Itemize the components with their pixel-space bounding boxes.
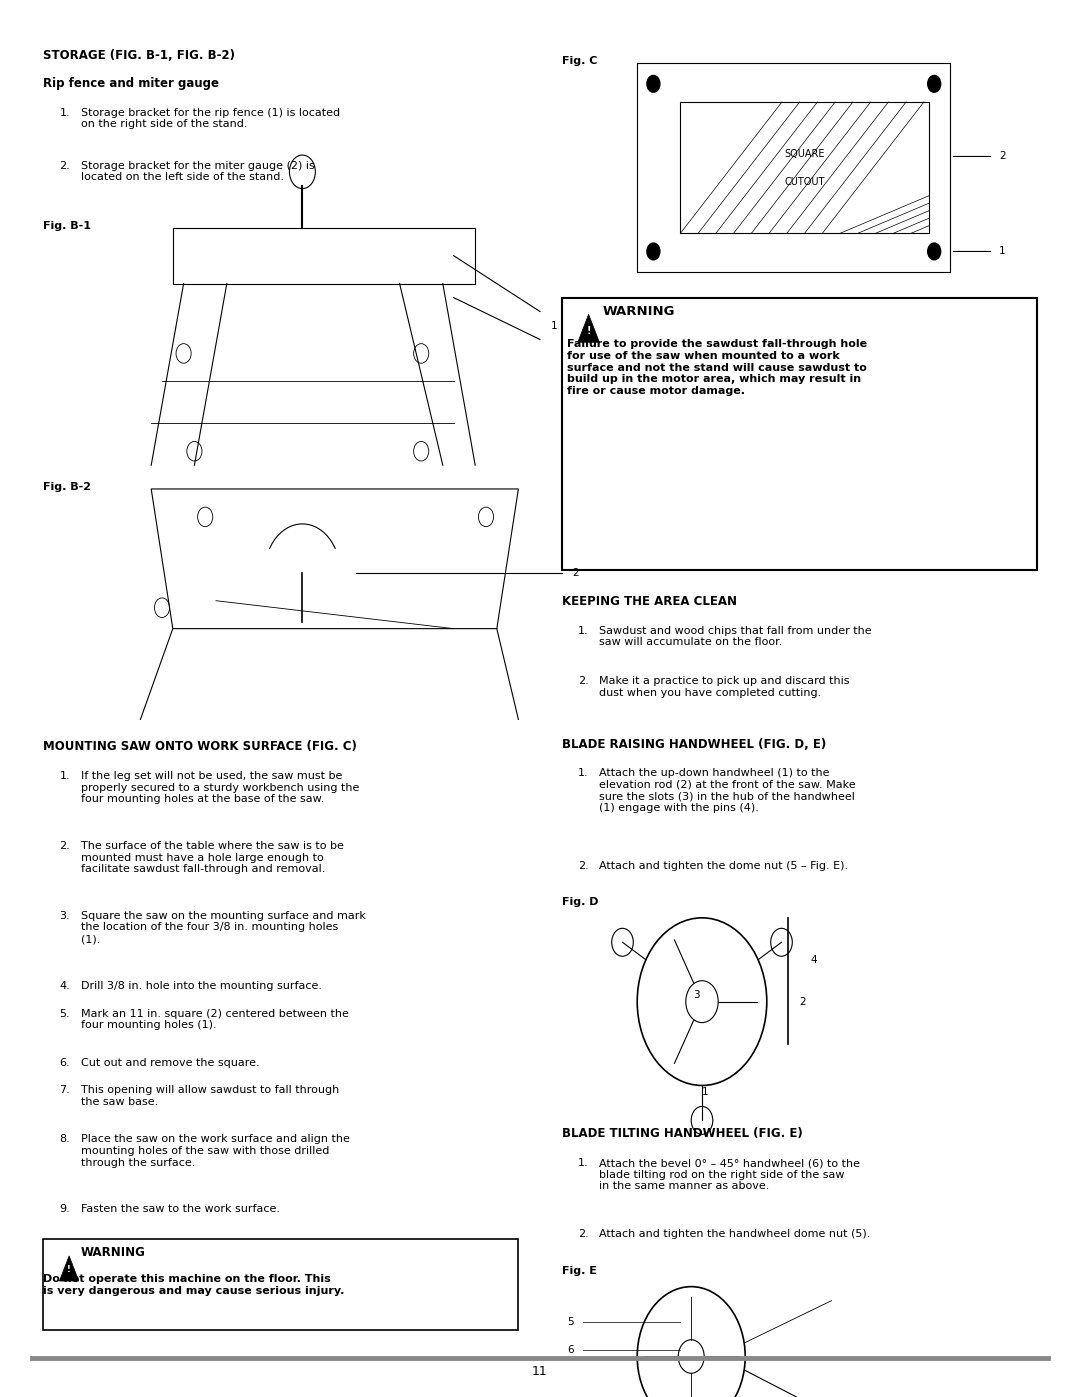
Polygon shape xyxy=(578,314,599,342)
Text: 7.: 7. xyxy=(59,1085,70,1095)
Text: 1: 1 xyxy=(999,246,1005,257)
Text: 2: 2 xyxy=(799,996,806,1007)
Text: 3.: 3. xyxy=(59,911,70,921)
Text: 9.: 9. xyxy=(59,1204,70,1214)
Text: Fasten the saw to the work surface.: Fasten the saw to the work surface. xyxy=(81,1204,280,1214)
Text: 8.: 8. xyxy=(59,1134,70,1144)
Text: Storage bracket for the rip fence (1) is located
on the right side of the stand.: Storage bracket for the rip fence (1) is… xyxy=(81,108,340,129)
Text: 4: 4 xyxy=(810,954,816,965)
Text: BLADE RAISING HANDWHEEL (FIG. D, E): BLADE RAISING HANDWHEEL (FIG. D, E) xyxy=(562,738,826,750)
Text: CUTOUT: CUTOUT xyxy=(784,176,825,187)
Text: Fig. B-2: Fig. B-2 xyxy=(43,482,91,492)
Text: 2: 2 xyxy=(999,151,1005,162)
Text: SQUARE: SQUARE xyxy=(784,148,825,159)
Text: Failure to provide the sawdust fall-through hole
for use of the saw when mounted: Failure to provide the sawdust fall-thro… xyxy=(567,339,867,395)
Text: WARNING: WARNING xyxy=(603,305,675,317)
Text: 1: 1 xyxy=(551,320,557,331)
Text: Make it a practice to pick up and discard this
dust when you have completed cutt: Make it a practice to pick up and discar… xyxy=(599,676,850,697)
Text: Storage bracket for the miter gauge (2) is
located on the left side of the stand: Storage bracket for the miter gauge (2) … xyxy=(81,161,314,182)
Text: If the leg set will not be used, the saw must be
properly secured to a sturdy wo: If the leg set will not be used, the saw… xyxy=(81,771,360,805)
Text: BLADE TILTING HANDWHEEL (FIG. E): BLADE TILTING HANDWHEEL (FIG. E) xyxy=(562,1127,802,1140)
Text: 3: 3 xyxy=(693,989,700,1000)
Text: 1.: 1. xyxy=(578,768,589,778)
Text: Fig. E: Fig. E xyxy=(562,1266,596,1275)
Text: 1: 1 xyxy=(702,1087,708,1098)
Text: 2.: 2. xyxy=(578,861,589,870)
Text: 2.: 2. xyxy=(578,676,589,686)
Text: Mark an 11 in. square (2) centered between the
four mounting holes (1).: Mark an 11 in. square (2) centered betwe… xyxy=(81,1009,349,1030)
FancyBboxPatch shape xyxy=(43,1239,518,1330)
Text: Attach the up-down handwheel (1) to the
elevation rod (2) at the front of the sa: Attach the up-down handwheel (1) to the … xyxy=(599,768,856,813)
Text: MOUNTING SAW ONTO WORK SURFACE (FIG. C): MOUNTING SAW ONTO WORK SURFACE (FIG. C) xyxy=(43,740,357,753)
Text: !: ! xyxy=(586,326,591,337)
Text: 11: 11 xyxy=(532,1365,548,1379)
Text: Attach and tighten the handwheel dome nut (5).: Attach and tighten the handwheel dome nu… xyxy=(599,1229,870,1239)
Circle shape xyxy=(928,243,941,260)
Text: !: ! xyxy=(67,1266,71,1274)
Text: KEEPING THE AREA CLEAN: KEEPING THE AREA CLEAN xyxy=(562,595,737,608)
Text: 6.: 6. xyxy=(59,1058,70,1067)
Text: Fig. B-1: Fig. B-1 xyxy=(43,221,91,231)
Text: STORAGE (FIG. B-1, FIG. B-2): STORAGE (FIG. B-1, FIG. B-2) xyxy=(43,49,235,61)
Text: Fig. D: Fig. D xyxy=(562,897,598,907)
Text: 1.: 1. xyxy=(59,771,70,781)
FancyBboxPatch shape xyxy=(562,298,1037,570)
Circle shape xyxy=(928,75,941,92)
Circle shape xyxy=(647,75,660,92)
Text: 4.: 4. xyxy=(59,981,70,990)
Text: This opening will allow sawdust to fall through
the saw base.: This opening will allow sawdust to fall … xyxy=(81,1085,339,1106)
Text: Square the saw on the mounting surface and mark
the location of the four 3/8 in.: Square the saw on the mounting surface a… xyxy=(81,911,366,944)
Text: Do not operate this machine on the floor. This
is very dangerous and may cause s: Do not operate this machine on the floor… xyxy=(43,1274,345,1295)
Text: WARNING: WARNING xyxy=(81,1246,146,1259)
Text: 5: 5 xyxy=(567,1316,573,1327)
Text: 6: 6 xyxy=(567,1344,573,1355)
Text: 2.: 2. xyxy=(59,161,70,170)
Text: Place the saw on the work surface and align the
mounting holes of the saw with t: Place the saw on the work surface and al… xyxy=(81,1134,350,1168)
Text: Attach the bevel 0° – 45° handwheel (6) to the
blade tilting rod on the right si: Attach the bevel 0° – 45° handwheel (6) … xyxy=(599,1158,861,1192)
Text: 1.: 1. xyxy=(59,108,70,117)
Text: The surface of the table where the saw is to be
mounted must have a hole large e: The surface of the table where the saw i… xyxy=(81,841,343,875)
Text: 1.: 1. xyxy=(578,626,589,636)
Text: Attach and tighten the dome nut (5 – Fig. E).: Attach and tighten the dome nut (5 – Fig… xyxy=(599,861,849,870)
Text: Drill 3/8 in. hole into the mounting surface.: Drill 3/8 in. hole into the mounting sur… xyxy=(81,981,322,990)
Text: Fig. C: Fig. C xyxy=(562,56,597,66)
Text: Cut out and remove the square.: Cut out and remove the square. xyxy=(81,1058,259,1067)
Polygon shape xyxy=(59,1256,79,1281)
Text: 5.: 5. xyxy=(59,1009,70,1018)
Text: Rip fence and miter gauge: Rip fence and miter gauge xyxy=(43,77,219,89)
Text: 1.: 1. xyxy=(578,1158,589,1168)
Circle shape xyxy=(647,243,660,260)
Text: Sawdust and wood chips that fall from under the
saw will accumulate on the floor: Sawdust and wood chips that fall from un… xyxy=(599,626,872,647)
Text: 2.: 2. xyxy=(578,1229,589,1239)
Text: 2: 2 xyxy=(572,567,579,578)
Text: 2.: 2. xyxy=(59,841,70,851)
